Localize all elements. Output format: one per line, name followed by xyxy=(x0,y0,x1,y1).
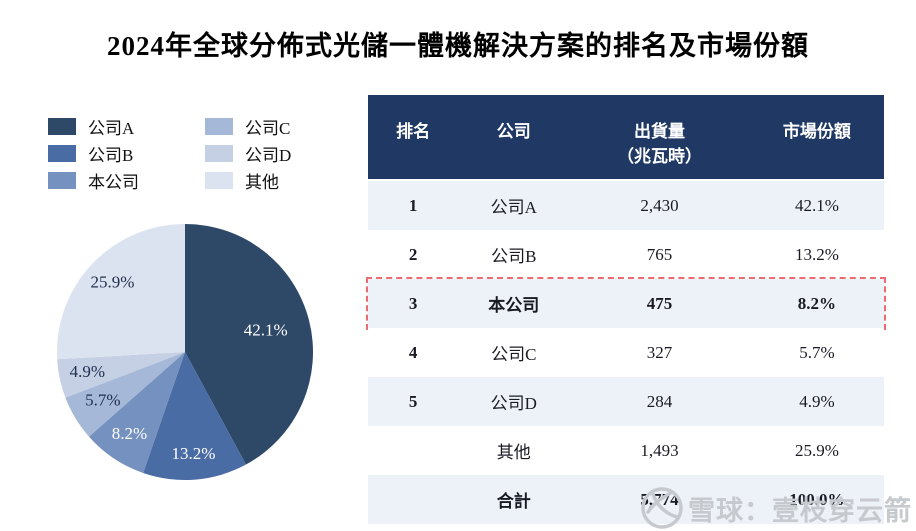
cell-rank: 4 xyxy=(408,342,418,362)
legend-swatch xyxy=(205,145,233,162)
cell-company: 本公司 xyxy=(488,296,540,315)
cell-company: 公司C xyxy=(491,345,537,364)
cell-share: 4.9% xyxy=(799,391,835,411)
legend-label: 公司C xyxy=(245,119,291,138)
legend-label: 本公司 xyxy=(88,173,139,192)
legend-label: 其他 xyxy=(245,173,279,192)
legend-item-1: 公司A xyxy=(48,113,205,140)
pie-label: 25.9% xyxy=(90,272,134,291)
legend: 公司A 公司B 本公司 公司C 公司D 其他 xyxy=(48,113,362,194)
legend-item-2: 公司B xyxy=(48,140,205,167)
cell-rank: 1 xyxy=(408,195,418,215)
table-row: 5 公司D 284 4.9% xyxy=(368,377,884,426)
cell-rank: 2 xyxy=(408,244,418,264)
cell-shipments: 284 xyxy=(646,391,673,411)
legend-swatch xyxy=(48,145,76,162)
pie-slice-公司D xyxy=(57,352,185,398)
pie-label: 4.9% xyxy=(70,362,105,381)
legend-item-5: 公司D xyxy=(205,140,362,167)
pie-label: 13.2% xyxy=(171,444,215,463)
header-cell-4: 市場份額 xyxy=(782,122,851,141)
legend-swatch xyxy=(205,118,233,135)
table-row: 其他 1,493 25.9% xyxy=(368,426,884,475)
pie-slice-公司B xyxy=(143,352,246,480)
cell-shipments: 765 xyxy=(646,244,673,264)
table-header: 排名 公司 出貨量 （兆瓦時） 市場份額 xyxy=(368,95,884,179)
pie-chart: 42.1% 13.2% 8.2% 5.7% 4.9% 25.9% xyxy=(57,224,313,480)
legend-label: 公司D xyxy=(245,146,292,165)
cell-shipments: 2,430 xyxy=(640,195,679,215)
cell-shipments: 327 xyxy=(646,342,673,362)
header-cell-3: 出貨量 （兆瓦時） xyxy=(617,122,703,166)
pie-slice-公司A xyxy=(185,224,313,465)
pie-slice-其他 xyxy=(57,224,185,360)
cell-share: 8.2% xyxy=(797,293,837,313)
table-row: 1 公司A 2,430 42.1% xyxy=(368,181,884,230)
table-row: 合計 5,774 100.0% xyxy=(368,475,884,524)
legend-swatch xyxy=(205,172,233,189)
cell-shipments: 5,774 xyxy=(640,489,679,509)
pie-slice-公司C xyxy=(65,352,185,437)
cell-rank: 5 xyxy=(408,391,418,411)
pie-label: 42.1% xyxy=(244,320,288,339)
table-row-highlighted: 3 本公司 475 8.2% xyxy=(366,277,886,330)
cell-rank: 3 xyxy=(408,293,418,313)
pie-label: 8.2% xyxy=(112,424,147,443)
legend-swatch xyxy=(48,172,76,189)
cell-share: 42.1% xyxy=(794,195,839,215)
pie-slice-本公司 xyxy=(88,352,185,473)
cell-share: 100.0% xyxy=(789,489,845,509)
header-cell-1: 排名 xyxy=(396,122,431,141)
cell-company: 合計 xyxy=(496,492,531,511)
ranking-table: 排名 公司 出貨量 （兆瓦時） 市場份額 1 公司A 2,430 42.1% 2 公司B 765 13… xyxy=(366,95,886,524)
legend-label: 公司B xyxy=(88,146,134,165)
cell-share: 5.7% xyxy=(799,342,835,362)
header-cell-2: 公司 xyxy=(496,122,531,141)
cell-shipments: 1,493 xyxy=(640,440,679,460)
legend-swatch xyxy=(48,118,76,135)
cell-company: 公司A xyxy=(490,198,537,217)
legend-item-6: 其他 xyxy=(205,167,362,194)
cell-company: 其他 xyxy=(496,443,531,462)
cell-company: 公司D xyxy=(490,394,537,413)
legend-item-3: 本公司 xyxy=(48,167,205,194)
pie-label: 5.7% xyxy=(85,391,120,410)
cell-shipments: 475 xyxy=(646,293,673,313)
cell-share: 25.9% xyxy=(794,440,839,460)
table-row: 2 公司B 765 13.2% xyxy=(368,230,884,279)
cell-company: 公司B xyxy=(491,247,537,266)
table-body: 1 公司A 2,430 42.1% 2 公司B 765 13.2% 3 本公司 475 8.2% 4 公司… xyxy=(366,181,886,524)
page-title: 2024年全球分佈式光儲一體機解決方案的排名及市場份額 xyxy=(107,31,809,61)
cell-share: 13.2% xyxy=(794,244,839,264)
legend-label: 公司A xyxy=(88,119,135,138)
legend-item-4: 公司C xyxy=(205,113,362,140)
table-row: 4 公司C 327 5.7% xyxy=(368,328,884,377)
